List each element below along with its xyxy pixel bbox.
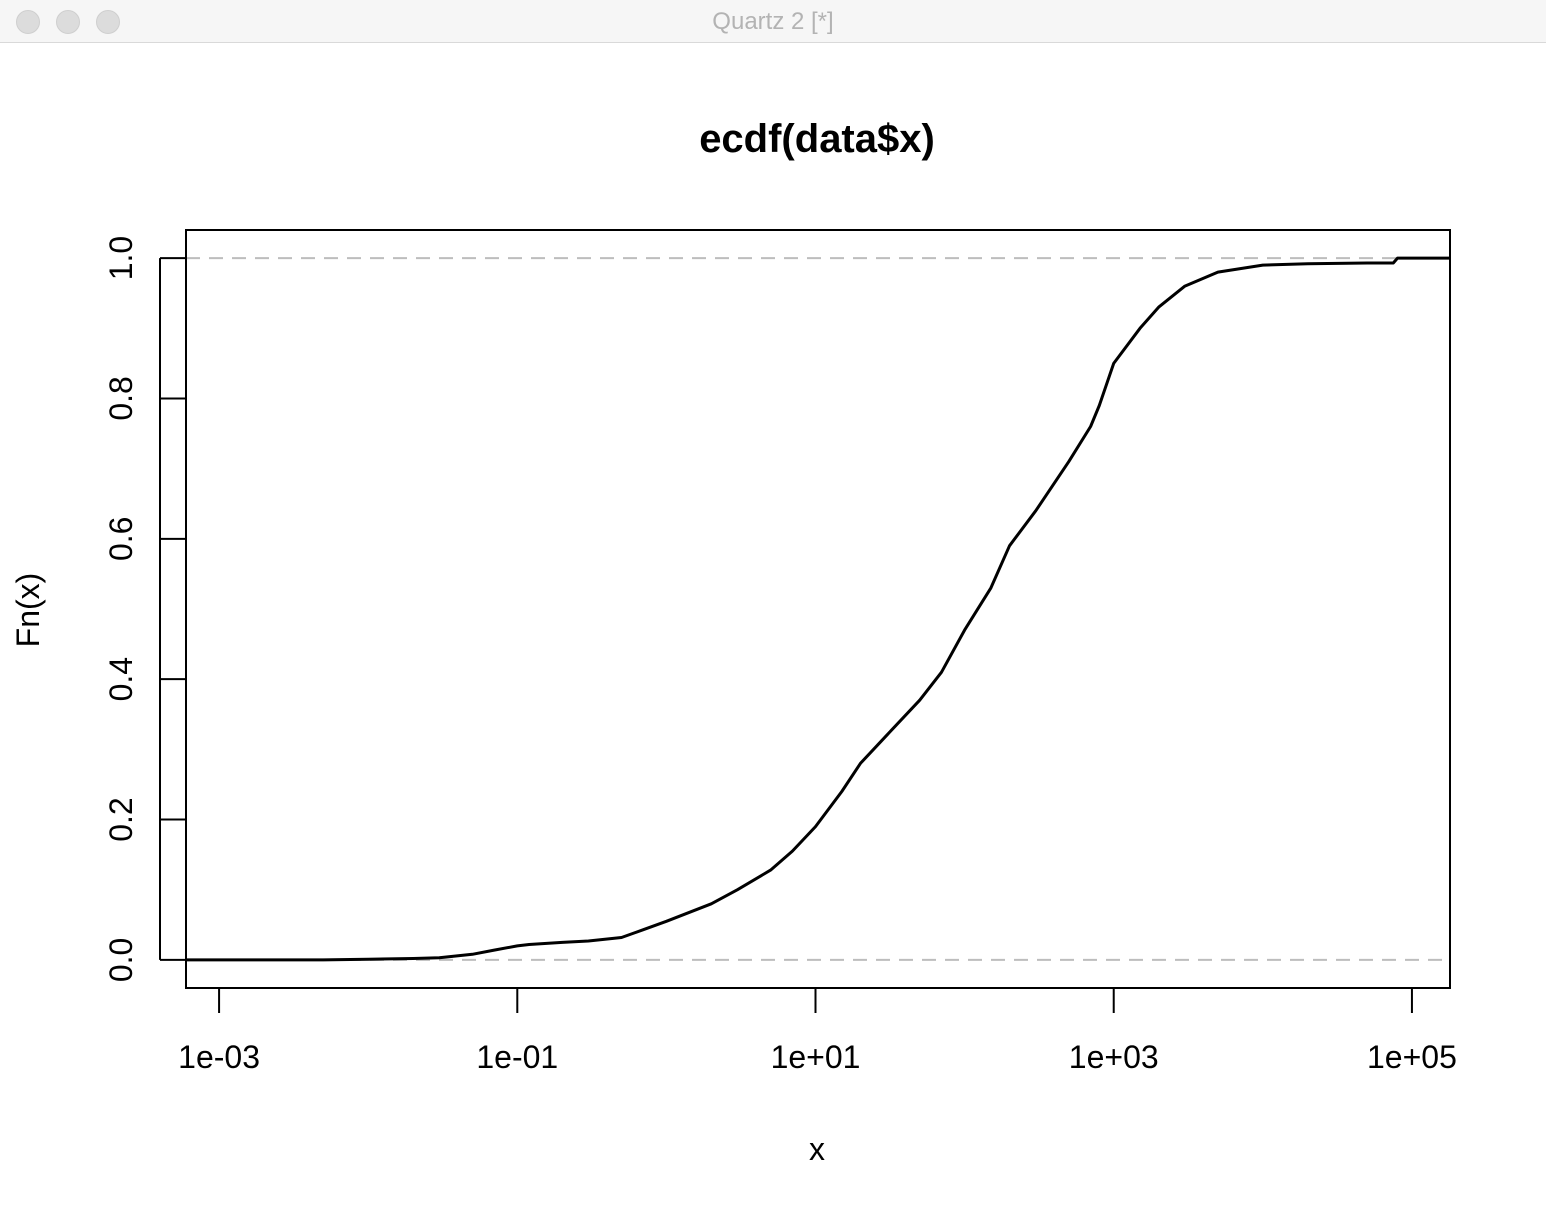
ecdf-plot: ecdf(data$x) x Fn(x) 1e-03 1e-01 1e+01 1e+0…	[10, 117, 1457, 1167]
chart-title: ecdf(data$x)	[699, 117, 935, 161]
close-button[interactable]	[16, 10, 40, 34]
y-axis: 0.0 0.2 0.4 0.6 0.8 1.0	[103, 236, 186, 982]
minimize-button[interactable]	[56, 10, 80, 34]
y-tick-label: 0.4	[103, 657, 139, 701]
x-tick-label: 1e+01	[771, 1039, 861, 1075]
y-tick-label: 0.6	[103, 517, 139, 561]
zoom-button[interactable]	[96, 10, 120, 34]
y-axis-label: Fn(x)	[10, 573, 46, 648]
y-tick-label: 0.8	[103, 376, 139, 420]
x-tick-label: 1e-01	[476, 1039, 558, 1075]
ecdf-series	[186, 256, 1450, 962]
reference-lines	[186, 257, 1450, 961]
x-tick-label: 1e-03	[178, 1039, 260, 1075]
y-tick-label: 0.2	[103, 797, 139, 841]
title-bar[interactable]: Quartz 2 [*]	[0, 0, 1546, 43]
y-tick-label: 1.0	[103, 236, 139, 280]
x-tick-label: 1e+05	[1367, 1039, 1457, 1075]
y-tick-label: 0.0	[103, 938, 139, 982]
ecdf-line	[186, 256, 1450, 962]
window-title: Quartz 2 [*]	[712, 8, 834, 35]
x-axis-label: x	[809, 1131, 825, 1167]
x-tick-label: 1e+03	[1069, 1039, 1159, 1075]
x-axis: 1e-03 1e-01 1e+01 1e+03 1e+05	[178, 987, 1457, 1075]
plot-frame	[185, 229, 1451, 989]
